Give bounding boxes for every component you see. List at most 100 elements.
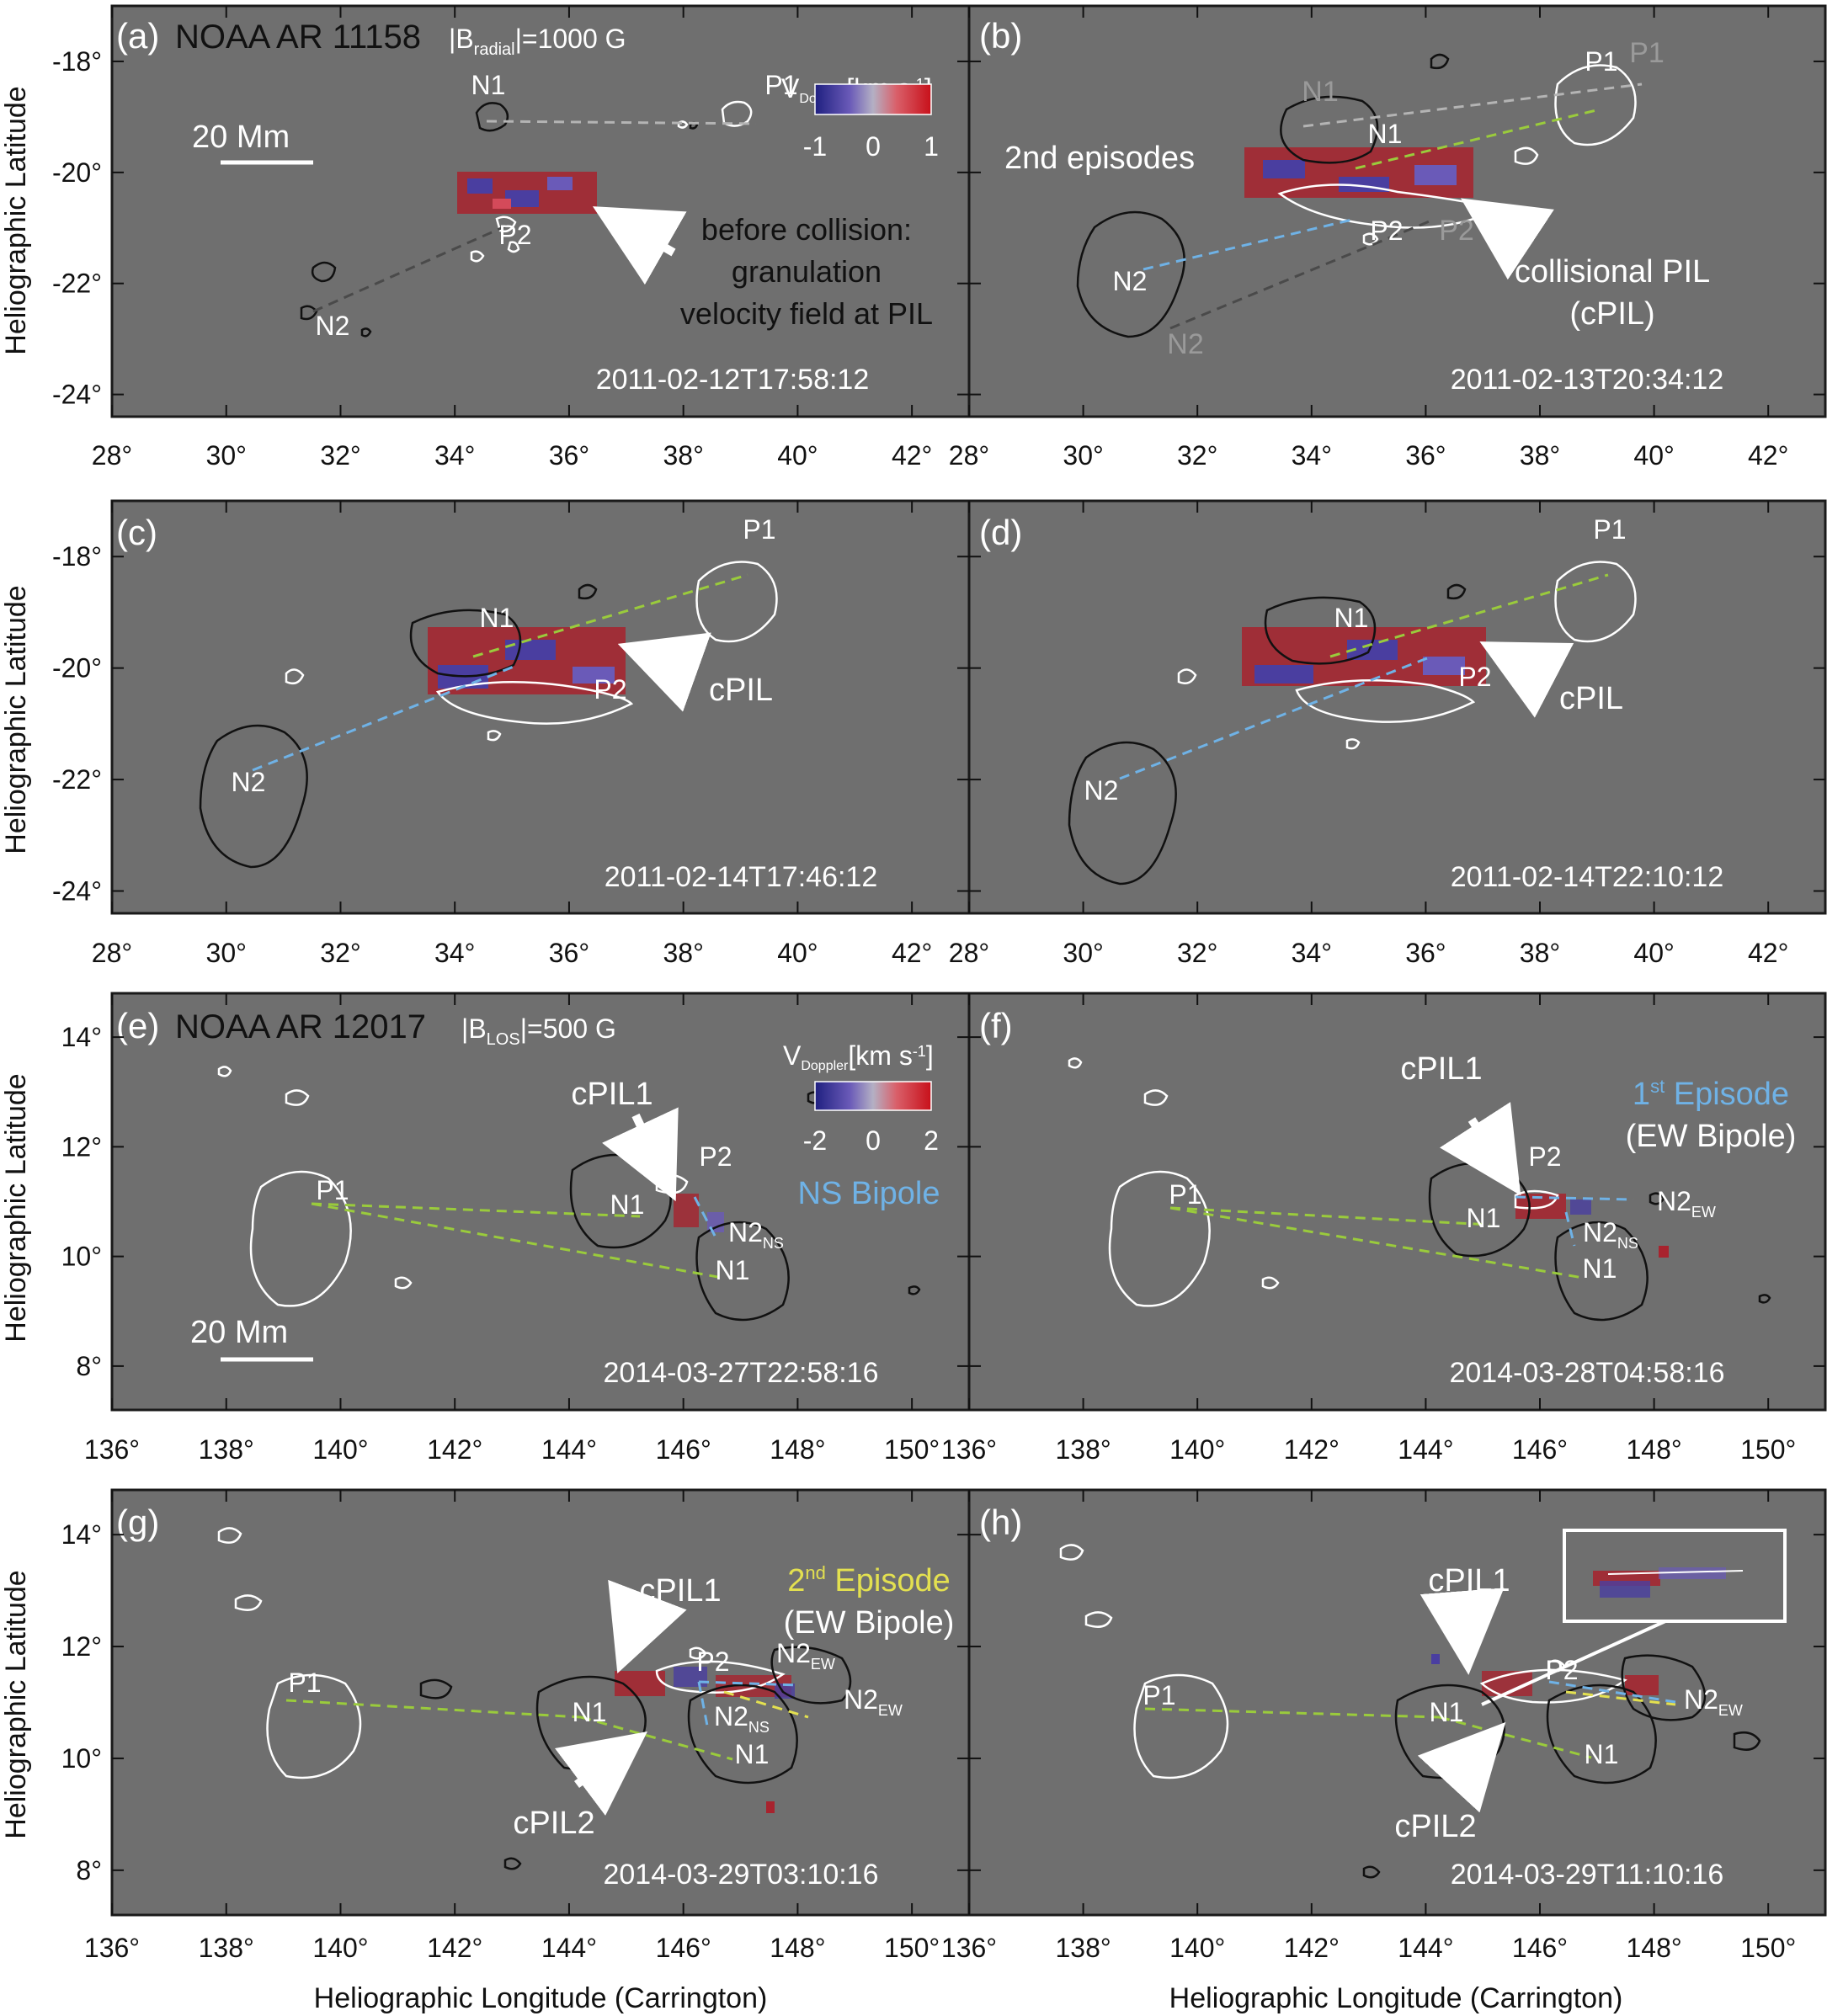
x-tick-label: 144° — [1398, 1434, 1453, 1465]
panel-h: (h) P1 N1 P2 N2EW N1 cPIL1 cPIL2 2014-03… — [967, 1488, 1827, 1917]
positive-contours — [217, 1527, 786, 1779]
y-tick-label: -22° — [52, 269, 102, 299]
panel-id: (c) — [116, 513, 157, 552]
x-tick-label: 150° — [1740, 1933, 1796, 1963]
colorbar-tick: 1 — [924, 131, 939, 162]
connector-lines — [1143, 82, 1643, 330]
x-tick-label: 40° — [1633, 938, 1674, 968]
label-N2: N2 — [232, 767, 266, 797]
timestamp: 2011-02-14T17:46:12 — [605, 861, 878, 893]
y-tick-label: 12° — [61, 1131, 102, 1162]
arrow — [1460, 198, 1554, 280]
x-tick-label: 42° — [1748, 440, 1788, 471]
label-N1: N1 — [480, 603, 514, 633]
arrow — [1420, 1588, 1505, 1675]
label-N2: N2 — [1084, 775, 1119, 806]
y-tick-label: -18° — [52, 46, 102, 77]
doppler-region — [1242, 627, 1486, 686]
timestamp: 2014-03-29T11:10:16 — [1451, 1859, 1724, 1891]
label-N1: N1 — [1467, 1203, 1501, 1233]
annotation-line: collisional PIL — [1515, 254, 1710, 290]
x-tick-label: 138° — [1056, 1933, 1111, 1963]
panel-id: (d) — [979, 513, 1022, 552]
x-tick-label: 146° — [656, 1434, 711, 1465]
x-tick-label: 28° — [949, 938, 989, 968]
episode-label: 1st Episode — [1633, 1076, 1789, 1112]
x-tick-label: 142° — [427, 1933, 482, 1963]
panel-e: (e) NOAA AR 12017 |BLOS|=500 G VDoppler[… — [110, 992, 971, 1412]
y-axis-labels: Heliographic Latitude Heliographic Latit… — [0, 86, 32, 1838]
label-N1: N1 — [1334, 603, 1369, 633]
bipole-label: (EW Bipole) — [784, 1605, 955, 1641]
colorbar — [814, 1081, 932, 1111]
label-P2: P2 — [1528, 1141, 1561, 1172]
connector-lines — [1119, 573, 1609, 780]
doppler-region — [428, 627, 626, 694]
x-tick-label: 30° — [206, 938, 247, 968]
x-tick-label: 34° — [1292, 938, 1332, 968]
panel-id: (h) — [979, 1503, 1022, 1542]
label-N1: N1 — [1430, 1697, 1464, 1727]
label-P2-prev: P2 — [1439, 215, 1474, 247]
panel-id: (f) — [979, 1006, 1013, 1045]
x-tick-label: 142° — [1284, 1434, 1340, 1465]
episode-label: 2nd episodes — [1004, 141, 1195, 176]
label-N1: N1 — [1368, 119, 1403, 149]
x-tick-label: 32° — [320, 440, 360, 471]
y-tick-label: 10° — [61, 1242, 102, 1272]
connector-lines — [312, 120, 757, 313]
x-tick-label: 30° — [206, 440, 247, 471]
x-tick-label: 144° — [541, 1434, 597, 1465]
panel-f: (f) P1 N1 P2 N2EW N2NS N1 cPIL1 1st Epis… — [967, 992, 1827, 1412]
label-P1: P1 — [1593, 514, 1626, 545]
x-tick-label: 138° — [1056, 1434, 1111, 1465]
x-tick-label: 34° — [434, 440, 475, 471]
label-P2: P2 — [1545, 1655, 1578, 1685]
label-P2: P2 — [1458, 662, 1491, 692]
episode-label: 2nd Episode — [787, 1562, 951, 1598]
label-N2-EW: N2EW — [1684, 1684, 1743, 1719]
x-axis-label: Heliographic Longitude (Carrington) — [314, 1982, 768, 2014]
x-tick-label: 140° — [1169, 1434, 1225, 1465]
label-N2: N2 — [316, 311, 350, 341]
label-P1: P1 — [316, 1175, 349, 1205]
x-tick-label: 140° — [312, 1933, 368, 1963]
x-tick-label: 28° — [92, 440, 132, 471]
colorbar-tick: 2 — [924, 1125, 939, 1156]
scale-bar-label: 20 Mm — [190, 1315, 288, 1350]
x-tick-label: 138° — [199, 1434, 254, 1465]
annotation-line: velocity field at PIL — [680, 296, 933, 331]
label-P1: P1 — [743, 514, 775, 545]
x-tick-label: 150° — [1740, 1434, 1796, 1465]
label-P2: P2 — [498, 220, 531, 250]
panel-id: (b) — [979, 16, 1022, 56]
connector-lines — [1169, 1195, 1634, 1279]
x-tick-label: 136° — [941, 1933, 997, 1963]
colorbar-tick: -2 — [803, 1125, 827, 1156]
x-tick-label: 138° — [199, 1933, 254, 1963]
arrow — [608, 1579, 687, 1674]
label-N1-prev: N1 — [1302, 76, 1338, 108]
x-tick-label: 40° — [777, 440, 818, 471]
scale-bar-label: 20 Mm — [192, 120, 290, 155]
label-N2-prev: N2 — [1167, 328, 1203, 360]
annotation-line: before collision: — [701, 212, 912, 247]
cpil1-label: cPIL1 — [1428, 1563, 1510, 1598]
arrow — [555, 1731, 647, 1816]
y-tick-label: -24° — [52, 876, 102, 907]
x-tick-label: 140° — [312, 1434, 368, 1465]
cpil2-label: cPIL2 — [1394, 1809, 1476, 1844]
x-tick-label: 32° — [1177, 938, 1217, 968]
x-tick-label: 42° — [1748, 938, 1788, 968]
timestamp: 2011-02-14T22:10:12 — [1451, 861, 1724, 893]
label-N1: N1 — [735, 1739, 770, 1769]
x-tick-label: 38° — [663, 938, 703, 968]
label-P1: P1 — [764, 70, 797, 100]
y-tick-label: -18° — [52, 541, 102, 572]
x-tick-label: 42° — [892, 938, 932, 968]
y-axis-label: Heliographic Latitude — [0, 1073, 32, 1342]
x-tick-label: 38° — [1520, 440, 1560, 471]
label-N1: N1 — [1585, 1739, 1619, 1769]
arrow — [1440, 1102, 1521, 1196]
x-axis-label: Heliographic Longitude (Carrington) — [1169, 1982, 1623, 2014]
